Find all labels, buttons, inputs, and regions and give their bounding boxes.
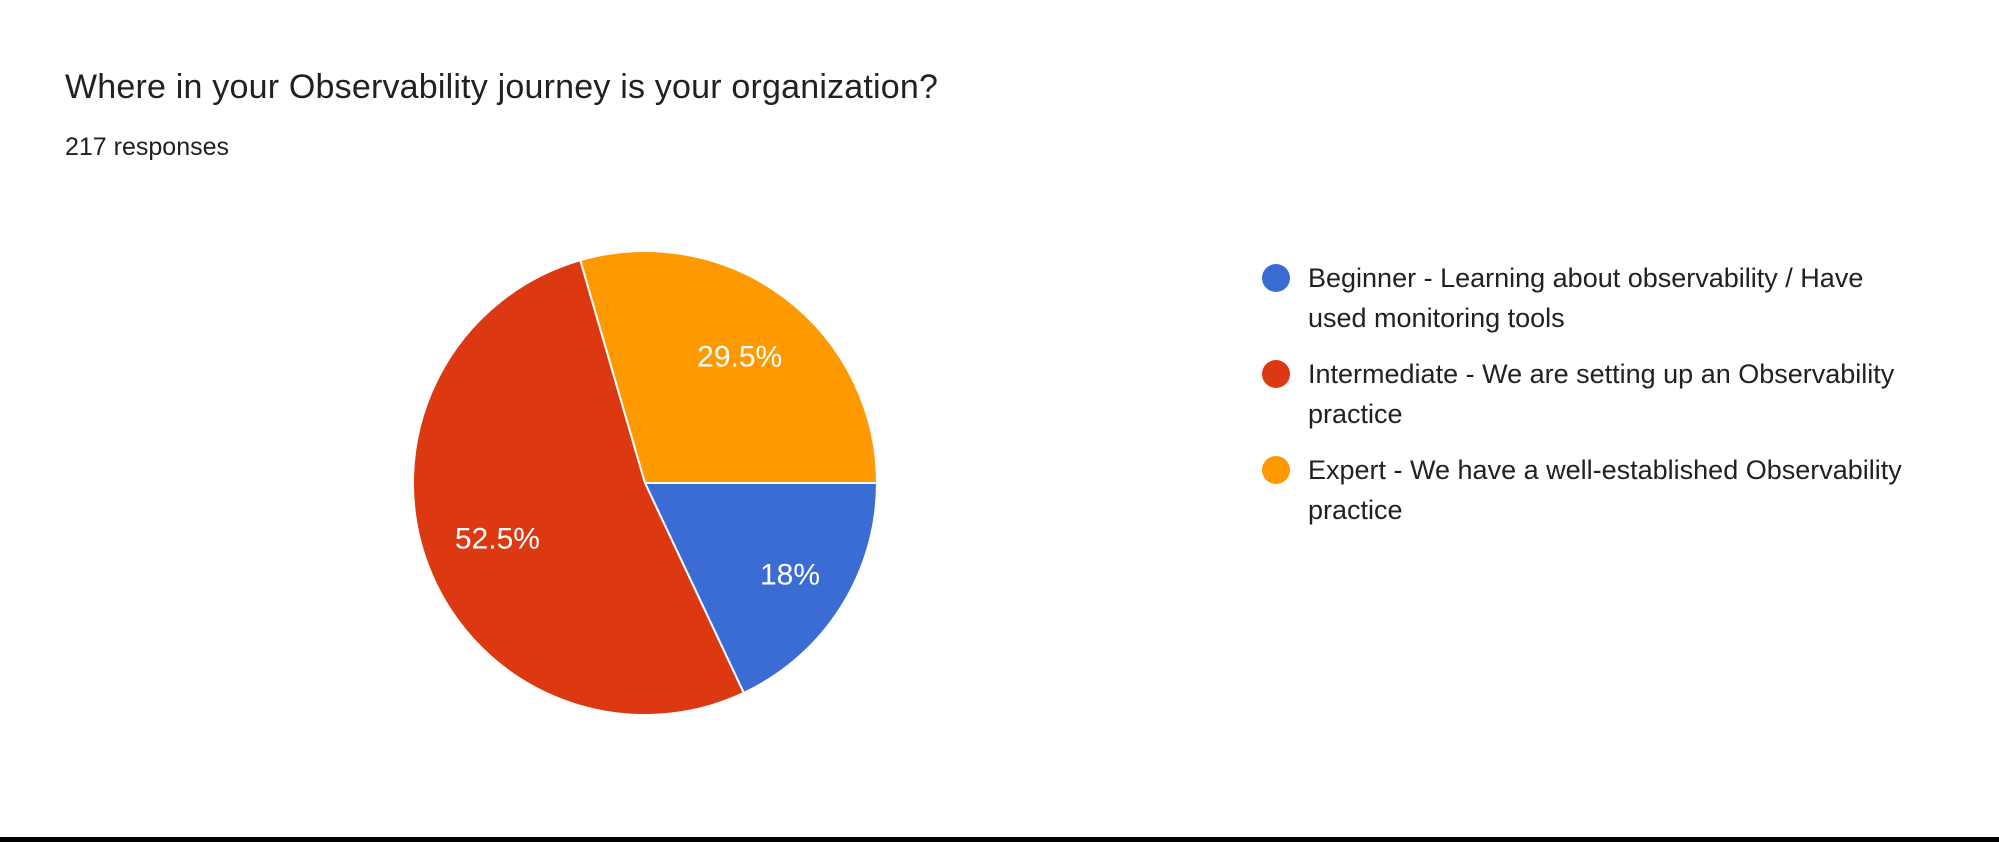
pie-slice-label-1: 52.5% xyxy=(455,522,540,555)
pie-slice-label-2: 29.5% xyxy=(697,340,782,373)
chart-header: Where in your Observability journey is y… xyxy=(65,66,938,162)
chart-title: Where in your Observability journey is y… xyxy=(65,68,939,106)
legend-item-2: Expert - We have a well-established Obse… xyxy=(1262,450,1922,530)
window-border-bottom xyxy=(0,837,1999,842)
legend-item-0: Beginner - Learning about observability … xyxy=(1262,258,1922,338)
pie-slice-0 xyxy=(644,482,878,694)
pie-chart: 18% 52.5% 29.5% xyxy=(411,250,878,716)
legend-label: Intermediate - We are setting up an Obse… xyxy=(1308,359,1895,429)
legend-label: Expert - We have a well-established Obse… xyxy=(1308,455,1902,525)
pie-slice-2 xyxy=(579,250,878,484)
legend-item-1: Intermediate - We are setting up an Obse… xyxy=(1262,354,1922,434)
response-count: 217 responses xyxy=(65,133,230,161)
legend-color-dot xyxy=(1262,264,1290,292)
legend-label: Beginner - Learning about observability … xyxy=(1308,263,1864,333)
legend: Beginner - Learning about observability … xyxy=(1262,258,1922,546)
pie-slice-label-0: 18% xyxy=(760,559,820,592)
legend-color-dot xyxy=(1262,360,1290,388)
legend-color-dot xyxy=(1262,456,1290,484)
pie-slice-1 xyxy=(411,259,745,716)
